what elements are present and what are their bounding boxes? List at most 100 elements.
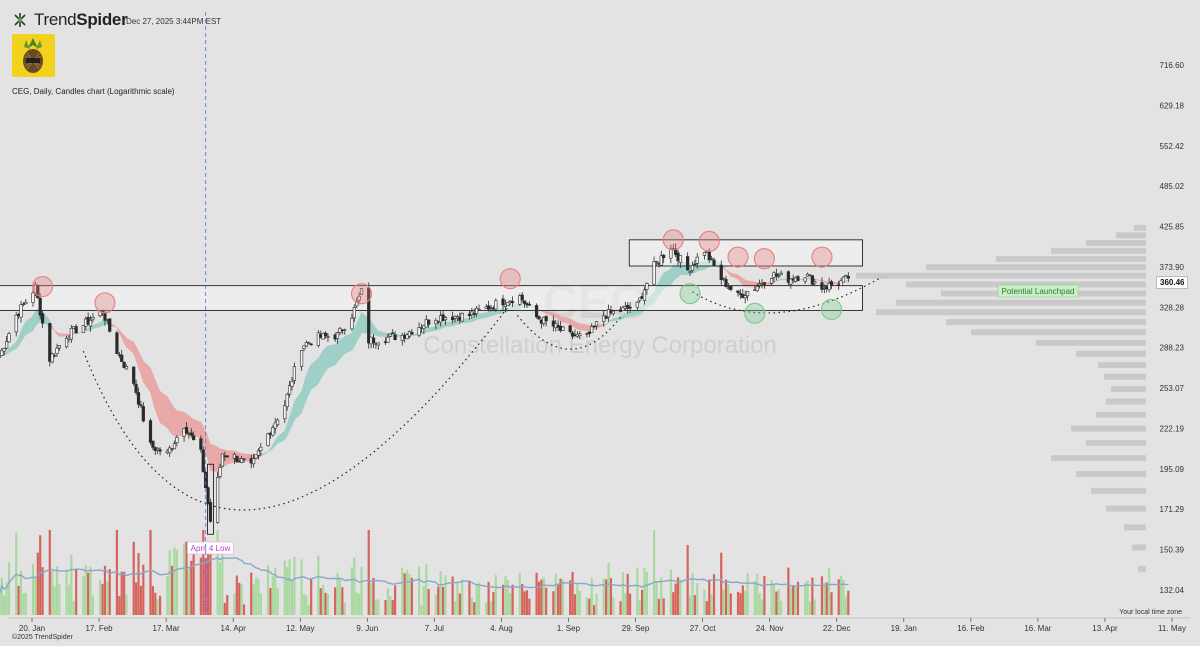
candle-body-up (813, 281, 817, 284)
volume-bar (410, 577, 413, 615)
volume-bar (322, 584, 325, 615)
volume-bar (813, 599, 816, 615)
ma-cloud-segment (488, 310, 492, 318)
candle-body-up (508, 300, 512, 302)
candle-body-down (371, 337, 376, 344)
volume-bar (545, 587, 548, 615)
candle (803, 277, 807, 285)
ma-cloud-segment (490, 310, 494, 317)
volume-bar (252, 584, 255, 615)
volume-bar (468, 581, 471, 615)
candle-body-down (527, 303, 531, 306)
candle (777, 272, 781, 279)
volume-bar (602, 578, 605, 615)
candle-body-down (122, 361, 126, 368)
volume-bar (393, 585, 397, 615)
candle (829, 279, 834, 289)
x-tick-label: 22. Dec (823, 624, 851, 633)
candle (510, 296, 515, 308)
april-low-box (207, 463, 214, 535)
header: TrendSpider (12, 10, 128, 30)
volume-bar (360, 566, 363, 615)
ma-cloud-segment (193, 419, 202, 439)
volume-bar (741, 585, 744, 615)
volume-bar (168, 550, 171, 615)
y-tick-label: 132.04 (1160, 586, 1185, 595)
candle (199, 435, 203, 453)
candle-body-up (376, 342, 380, 346)
volume-bar (739, 593, 742, 615)
candle-body-down (40, 313, 45, 324)
volume-bar (590, 577, 593, 615)
ma-cloud-segment (99, 320, 103, 328)
candle (508, 300, 512, 305)
volume-bar (688, 595, 692, 615)
ma-cloud-segment (150, 367, 154, 402)
candle-body-up (240, 458, 244, 463)
volume-bar (103, 565, 107, 615)
candle (307, 341, 311, 345)
ma-cloud-segment (325, 345, 329, 372)
range-zone-box (628, 239, 863, 267)
volume-bar (156, 599, 159, 615)
candle (323, 331, 328, 339)
volume-bar (542, 577, 545, 615)
candle (19, 300, 23, 323)
candle (204, 470, 208, 489)
x-tick-label: 9. Jun (356, 624, 378, 633)
volume-bar (53, 586, 56, 615)
candle-body-up (50, 353, 54, 363)
volume-bar (158, 595, 162, 615)
candle (31, 288, 35, 307)
ma-cloud-segment (586, 324, 590, 332)
volume-bar (187, 567, 190, 615)
profile-bar (1134, 224, 1146, 231)
volume-bar (643, 567, 646, 615)
candle-body-down (522, 300, 527, 304)
candle-body-down (192, 435, 196, 441)
candle-body-up (81, 325, 85, 333)
candle (271, 425, 275, 437)
volume-bar (537, 581, 541, 615)
candle (21, 302, 26, 307)
volume-bar (139, 585, 143, 615)
candle (220, 453, 225, 467)
candle-body-down (151, 440, 155, 448)
candle (638, 297, 642, 303)
y-tick-label: 485.02 (1160, 182, 1185, 191)
ma-cloud-segment (776, 279, 780, 282)
ma-cloud-segment (373, 324, 377, 336)
axes: 716.60 629.18 552.42 485.02 425.85 373.90 328.… (19, 61, 1186, 633)
candle (578, 331, 582, 340)
candle-body-up (252, 458, 256, 465)
volume-bar (525, 590, 529, 615)
candle (779, 270, 783, 276)
volume-bar (55, 566, 59, 615)
candle (719, 260, 723, 285)
volume-bar (806, 580, 809, 615)
volume-bar (434, 594, 437, 615)
candle (820, 277, 824, 293)
ma-cloud-segment (284, 423, 288, 440)
april-low-label: April 4 Low (187, 541, 234, 555)
x-tick-label: 4. Aug (490, 624, 513, 633)
volume-bar (573, 594, 577, 615)
candle (477, 304, 481, 312)
candle-body-down (628, 306, 632, 309)
ma-cloud-segment (54, 330, 58, 336)
volume-bar (89, 566, 92, 615)
x-tick-label: 14. Apr (221, 624, 247, 633)
volume-bar (324, 592, 327, 615)
volume-bar (787, 567, 790, 615)
volume-bar (758, 593, 761, 615)
candle-body-down (309, 343, 313, 346)
volume-bar (676, 577, 680, 615)
candle (357, 292, 361, 305)
volume-bar (389, 595, 392, 615)
ma-cloud-segment (670, 264, 674, 286)
candle (475, 305, 479, 317)
volume-bar (288, 559, 291, 615)
volume-bar (509, 593, 512, 615)
candle (695, 253, 699, 269)
